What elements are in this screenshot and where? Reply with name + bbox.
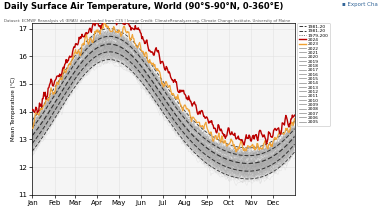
Text: ▪ Export Cha: ▪ Export Cha xyxy=(342,2,378,7)
Text: Dataset: ECMWF Reanalysis v5 (ERA5) downloaded from C3S | Image Credit: ClimateR: Dataset: ECMWF Reanalysis v5 (ERA5) down… xyxy=(4,19,290,23)
Text: Daily Surface Air Temperature, World (90°S-90°N, 0-360°E): Daily Surface Air Temperature, World (90… xyxy=(4,2,283,11)
Y-axis label: Mean Temperature (°C): Mean Temperature (°C) xyxy=(11,77,16,141)
Legend: 1981-20, 1981-20, 1979-200, 2024, 2023, 2022, 2021, 2020, 2019, 2018, 2017, 2016: 1981-20, 1981-20, 1979-200, 2024, 2023, … xyxy=(297,23,330,126)
